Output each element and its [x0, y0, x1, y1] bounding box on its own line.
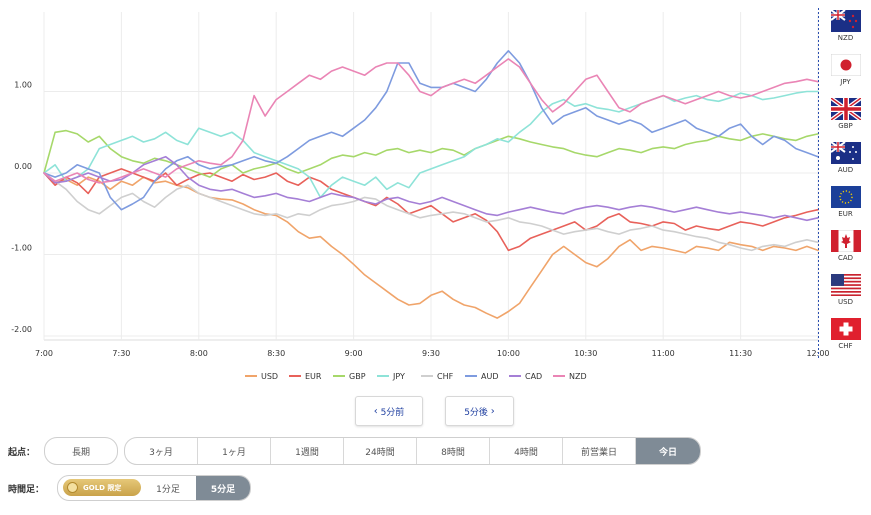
- flag-usd[interactable]: USD: [820, 272, 871, 316]
- start-option-1-week[interactable]: 1週間: [270, 438, 343, 464]
- y-tick-label: -1.00: [11, 244, 32, 253]
- series-line-eur: [43, 168, 819, 252]
- flag-label: JPY: [840, 78, 851, 86]
- y-tick-label: 0.00: [14, 162, 32, 171]
- gold-only-label: GOLD 限定: [83, 483, 122, 492]
- legend-label-cad: CAD: [525, 372, 542, 381]
- x-tick-label: 7:30: [112, 349, 130, 358]
- start-option-8-hours[interactable]: 8時間: [416, 438, 489, 464]
- timeframe-selector: GOLD 限定 1分足 5分足: [57, 475, 251, 501]
- series-line-cad: [43, 155, 819, 222]
- series-line-jpy: [43, 90, 819, 199]
- start-option-24-hours[interactable]: 24時間: [343, 438, 416, 464]
- japan-flag-icon: [830, 54, 861, 76]
- timeframe-option-5min[interactable]: 5分足: [196, 476, 250, 500]
- next-5min-label: 5分後: [464, 407, 488, 418]
- flag-jpy[interactable]: JPY: [820, 52, 871, 96]
- flag-aud[interactable]: AUD: [820, 140, 871, 184]
- x-axis: 7:00 7:30 8:00 8:30 9:00 9:30 10:00 10:30 11:00 1…: [35, 349, 830, 358]
- series-line-aud: [43, 49, 819, 211]
- start-option-4-hours[interactable]: 4時間: [489, 438, 562, 464]
- gold-coin-icon: [67, 482, 78, 493]
- x-tick-label: 9:30: [422, 349, 440, 358]
- x-tick-label: 11:30: [729, 349, 752, 358]
- legend-label-eur: EUR: [305, 372, 322, 381]
- flag-label: USD: [838, 298, 853, 306]
- series-line-chf: [43, 172, 819, 252]
- prev-5min-label: 5分前: [380, 407, 405, 418]
- x-tick-label: 9:00: [345, 349, 363, 358]
- start-point-label: 起点：: [8, 448, 36, 458]
- legend-label-usd: USD: [261, 372, 278, 381]
- timeframe-option-1min[interactable]: 1分足: [156, 484, 180, 495]
- start-option-1-month[interactable]: 1ヶ月: [197, 438, 270, 464]
- timeframe-label: 時間足：: [8, 485, 45, 495]
- flag-gbp[interactable]: GBP: [820, 96, 871, 140]
- new-zealand-flag-icon: [830, 10, 861, 32]
- prev-5min-button[interactable]: ‹ 5分前: [355, 396, 423, 426]
- flag-label: AUD: [837, 166, 854, 174]
- x-tick-label: 8:00: [190, 349, 208, 358]
- x-tick-label: 10:00: [497, 349, 520, 358]
- flag-cad[interactable]: CAD: [820, 228, 871, 272]
- next-5min-button[interactable]: 5分後 ›: [445, 396, 514, 426]
- y-tick-label: 1.00: [14, 81, 32, 90]
- x-tick-label: 7:00: [35, 349, 53, 358]
- flag-label: EUR: [838, 210, 853, 218]
- legend-label-chf: CHF: [437, 372, 454, 381]
- x-tick-label: 10:30: [574, 349, 597, 358]
- legend-label-aud: AUD: [481, 372, 499, 381]
- european-union-flag-icon: [830, 186, 861, 208]
- switzerland-flag-icon: [830, 318, 861, 340]
- australia-flag-icon: [830, 142, 861, 164]
- chevron-left-icon: ‹: [373, 405, 378, 417]
- flag-nzd[interactable]: NZD: [820, 8, 871, 52]
- canada-flag-icon: [830, 230, 861, 252]
- start-long-term-button[interactable]: 長期: [44, 437, 118, 465]
- x-tick-label: 8:30: [267, 349, 285, 358]
- start-option-previous-business-day[interactable]: 前営業日: [562, 438, 635, 464]
- series-line-usd: [43, 172, 819, 319]
- chevron-right-icon: ›: [490, 405, 495, 417]
- united-states-flag-icon: [830, 274, 861, 296]
- legend-label-nzd: NZD: [569, 372, 587, 381]
- flag-label: GBP: [838, 122, 853, 130]
- flag-label: CAD: [837, 254, 854, 262]
- currency-strength-chart: 1.00 0.00 -1.00 -2.00 7:00 7:30 8:00 8:30 9:00 9…: [11, 8, 830, 381]
- start-option-today[interactable]: 今日: [635, 438, 700, 464]
- flag-label: NZD: [837, 34, 854, 42]
- y-tick-label: -2.00: [11, 325, 32, 334]
- x-tick-label: 11:00: [652, 349, 675, 358]
- legend-label-jpy: JPY: [392, 372, 405, 381]
- chart-legend: USD EUR GBP JPY CHF AUD CAD NZD: [245, 372, 587, 381]
- y-axis: 1.00 0.00 -1.00 -2.00: [11, 81, 32, 335]
- legend-label-gbp: GBP: [349, 372, 366, 381]
- flag-label: CHF: [838, 342, 853, 350]
- series-lines: [43, 49, 819, 319]
- start-period-selector: 3ヶ月 1ヶ月 1週間 24時間 8時間 4時間 前営業日 今日: [124, 437, 701, 465]
- flag-chf[interactable]: CHF: [820, 316, 871, 360]
- flag-eur[interactable]: EUR: [820, 184, 871, 228]
- series-line-nzd: [43, 58, 819, 184]
- gold-only-badge: GOLD 限定: [58, 476, 141, 500]
- start-option-3-months[interactable]: 3ヶ月: [149, 447, 173, 458]
- united-kingdom-flag-icon: [830, 98, 861, 120]
